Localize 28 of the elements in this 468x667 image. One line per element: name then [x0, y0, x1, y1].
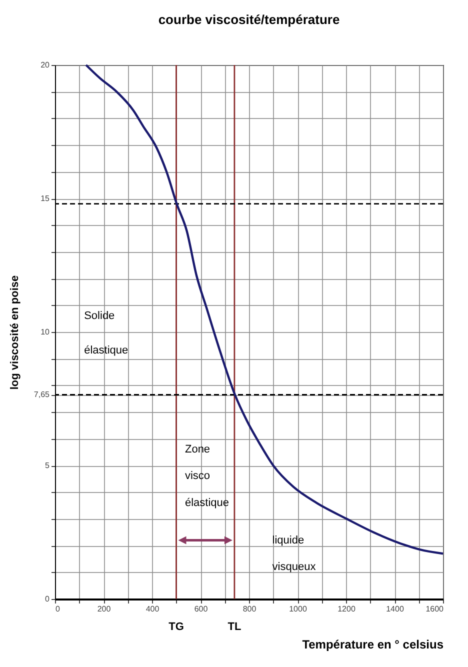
x-tick-label: 400 — [146, 604, 160, 614]
x-tick-label: 1600 — [426, 604, 444, 614]
x-tick-label: 1400 — [386, 604, 404, 614]
x-tick-label: 0 — [56, 604, 60, 614]
x-tick-label: 800 — [242, 604, 257, 614]
annotation: liquide — [272, 534, 304, 546]
y-axis-title: log viscosité en poise — [8, 275, 21, 390]
x-tick-label: 200 — [97, 604, 112, 614]
y-tick-label: 10 — [40, 328, 50, 336]
line-series — [84, 64, 444, 555]
x-tick-label: 600 — [194, 604, 208, 614]
ref-line-label: TL — [228, 621, 242, 633]
y-tick-label: 15 — [40, 194, 50, 203]
chart-title: courbe viscosité/température — [158, 12, 340, 27]
annotation: visco — [184, 470, 210, 482]
y-tick-label: 5 — [45, 461, 50, 470]
y-tick-label: 20 — [40, 60, 50, 70]
annotation: visqueux — [272, 560, 316, 573]
annotation: Zone — [184, 443, 210, 456]
x-tick-label: 1000 — [289, 604, 308, 614]
x-tick-label: 1200 — [338, 604, 356, 614]
annotation: Solide — [84, 310, 115, 322]
ref-line-label: TG — [168, 621, 184, 633]
annotation: élastique — [84, 344, 128, 357]
y-tick-label: 7,65 — [34, 390, 50, 400]
y-tick-label: 0 — [45, 594, 50, 604]
x-axis-title: Température en ° celsius — [302, 638, 444, 652]
annotation: élastique — [184, 496, 230, 509]
